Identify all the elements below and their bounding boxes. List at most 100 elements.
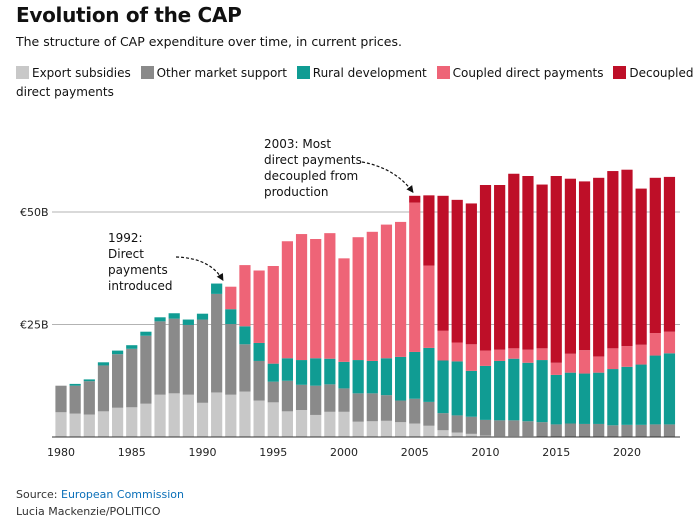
bar-segment [225,324,237,395]
bar-segment [182,394,194,437]
bar-segment [310,414,322,437]
bar-segment [607,171,619,349]
bar-segment [366,360,378,394]
bar-segment [508,358,520,421]
bar-segment [395,221,407,357]
bar-segment [239,326,251,345]
bar-segment [564,353,576,373]
bar-segment [239,344,251,392]
annotation-2003: 2003: Most direct payments decoupled from p… [264,137,362,199]
bar-segment [310,239,322,359]
bar-segment [395,356,407,401]
bar-segment [649,177,661,334]
bar-segment [522,362,534,422]
x-tick-label: 2000 [330,446,358,459]
bar-segment [451,199,463,343]
annotation-arrow-2003 [361,161,414,193]
bar-segment [465,416,477,434]
bar-segment [154,321,166,395]
bar-segment [295,234,308,361]
bar-segment [607,369,619,426]
bar-segment [154,317,166,322]
bar-segment [465,344,477,371]
bar-segment [267,266,279,364]
bar-segment [69,385,81,414]
bar-segment [97,362,110,366]
bar-segment [225,394,237,437]
bar-segment [196,319,209,403]
bar-segment [310,385,322,415]
bar-segment [154,394,166,437]
bar-segment [126,407,138,437]
legend-label: Coupled direct payments [452,66,604,80]
legend-item-export-subsidies: Export subsidies [16,66,131,80]
bar-segment [126,348,138,408]
bar-segment [437,330,449,361]
bar-segment [465,433,477,437]
bar-segment [663,353,676,425]
bar-segment [409,423,421,437]
bar-segment [437,360,449,414]
bar-segment [593,423,605,437]
bar-segment [423,347,435,402]
bar-segment [310,358,322,386]
bar-segment [508,420,520,437]
bar-segment [663,424,676,437]
bar-segment [550,362,562,375]
bar-segment [423,401,435,426]
bar-segment [593,177,605,357]
bar-segment [338,388,350,412]
y-tick-label: €25B [20,319,49,332]
bar-segment [140,403,152,437]
bar-segment [281,241,293,359]
bar-segment [479,435,492,437]
bar-segment [83,381,95,415]
bar-segment [112,354,124,408]
bar-segment [409,202,421,352]
bar-segment [281,358,293,381]
x-tick-label: 1990 [189,446,217,459]
bar-segment [239,265,251,327]
bar-segment [607,348,619,370]
bar-segment [635,344,647,365]
bar-segment [352,360,364,394]
bar-segment [479,185,492,351]
bar-segment [295,360,308,385]
bar-segment [494,349,506,361]
bar-segment [253,270,265,343]
bar-segment [536,184,548,349]
bar-segment [196,402,209,437]
bar-segment [225,309,237,325]
bar-segment [126,345,138,349]
bar-segment [239,391,251,437]
bar-segment [564,423,576,437]
bar-segment [494,185,506,350]
bar-segment [140,335,152,404]
bar-segment [494,420,506,437]
bar-segment [211,392,223,437]
bar-segment [649,333,661,356]
bar-segment [97,365,110,412]
legend-swatch-decoupled [613,66,627,79]
bar-segment [83,379,95,382]
annotation-1992: 1992: Direct payments introduced [108,231,172,293]
legend-item-other-market-support: Other market support [140,66,287,80]
legend-item-coupled-direct-payments: Coupled direct payments [436,66,604,80]
bar-segment [465,370,477,417]
bar-segment [253,342,265,361]
bar-segment [621,346,633,367]
bar-segment [338,361,350,389]
bar-segment [423,425,435,437]
bar-segment [578,350,591,374]
bar-segment [338,411,350,437]
source-link[interactable]: European Commission [61,488,185,501]
legend-swatch-market [140,66,154,79]
bar-segment [508,348,520,359]
bar-segment [352,421,364,437]
bar-segment [479,365,492,420]
bar-segment [479,419,492,436]
source-line: Source: European Commission [16,488,184,501]
bar-segment [451,342,463,362]
bar-segment [564,178,576,354]
